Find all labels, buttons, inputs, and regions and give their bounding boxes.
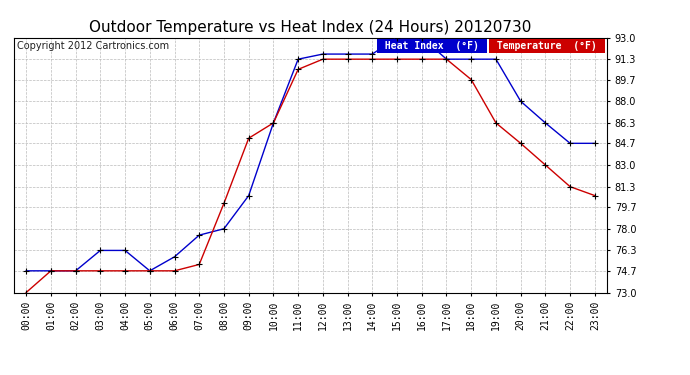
Text: Heat Index  (°F): Heat Index (°F)	[379, 41, 484, 51]
Text: Copyright 2012 Cartronics.com: Copyright 2012 Cartronics.com	[17, 41, 169, 51]
Text: Temperature  (°F): Temperature (°F)	[491, 41, 603, 51]
Title: Outdoor Temperature vs Heat Index (24 Hours) 20120730: Outdoor Temperature vs Heat Index (24 Ho…	[89, 20, 532, 35]
